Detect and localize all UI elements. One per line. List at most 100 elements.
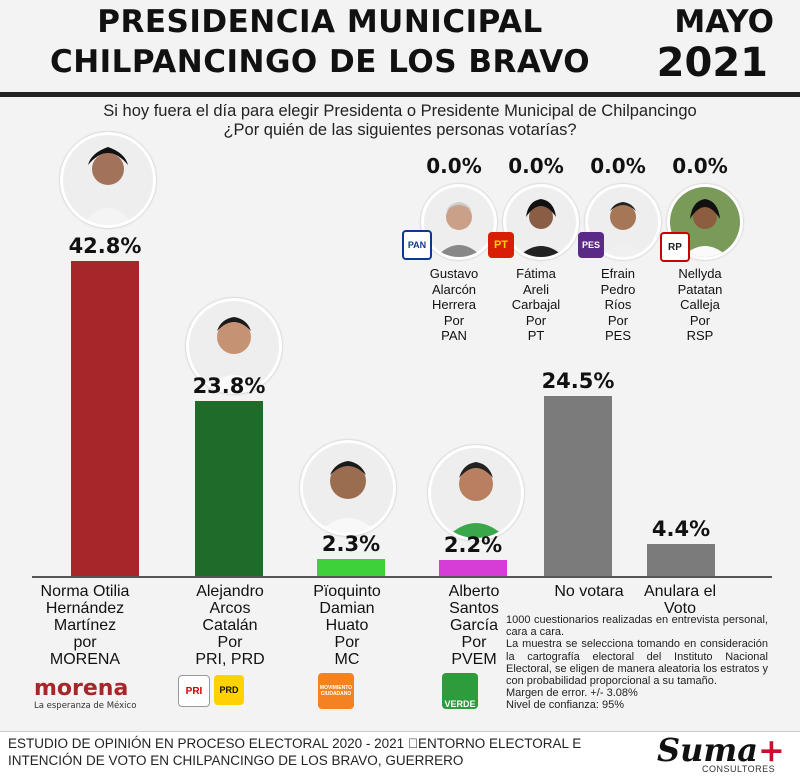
chart-baseline (32, 576, 772, 578)
candidate-photo-icon (300, 440, 396, 536)
bar-value-label: 42.8% (68, 234, 142, 258)
header-rule (0, 92, 800, 97)
pt-percentage: 0.0% (508, 154, 564, 178)
label-line: Ríos (604, 297, 632, 312)
label-line: Gustavo (429, 266, 479, 281)
label-line: Damian (319, 600, 375, 617)
morena-tagline: La esperanza de México (34, 701, 137, 711)
bar-value-label: 4.4% (651, 516, 711, 541)
bar-4 (439, 559, 507, 576)
label-line: Fátima (516, 266, 556, 281)
rsp-percentage: 0.0% (672, 154, 728, 178)
label-line: PVEM (451, 651, 497, 668)
label-line: Catalán (202, 617, 258, 634)
label-line: Patatan (677, 281, 723, 297)
morena-logo: morena La esperanza de México (34, 676, 144, 711)
brand-logo: Suma+ (657, 731, 785, 769)
candidate-photo-icon (428, 445, 524, 541)
label-line: Carbajal (511, 297, 561, 312)
label-anulara: Anulara el Voto (620, 583, 740, 617)
label-line: Anulara el (643, 583, 717, 600)
label-line: Por (217, 634, 243, 651)
bar-value-label: 24.5% (541, 368, 615, 393)
pri-logo: PRI (178, 675, 210, 707)
label-line: Alejandro (196, 583, 264, 600)
candidate-label-pvem: Alberto Santos García Por PVEM (414, 583, 534, 668)
footer-line1: ESTUDIO DE OPINIÓN EN PROCESO ELECTORAL … (8, 736, 582, 751)
pt-candidate-label: Fátima Areli Carbajal Por PT (496, 266, 576, 344)
bar-value-label: 2.2% (443, 532, 503, 557)
label-line: Huato (325, 617, 369, 634)
label-line: Por (334, 634, 360, 651)
question-line1: Si hoy fuera el día para elegir Presiden… (103, 102, 697, 120)
methodology-note: 1000 cuestionarios realizadas en entrevi… (506, 614, 768, 712)
footer-bar (0, 731, 800, 779)
label-line: Alarcón (431, 281, 477, 297)
label-line: RSP (686, 328, 714, 343)
footer-text: ESTUDIO DE OPINIÓN EN PROCESO ELECTORAL … (8, 735, 608, 769)
bar-3 (317, 559, 385, 576)
candidate-label-mc: Pïoquinto Damian Huato Por MC (287, 583, 407, 668)
label-line: Por (443, 312, 465, 328)
label-line: Martínez (53, 617, 117, 634)
rsp-logo: RP (660, 232, 690, 262)
methodology-line: Nivel de confianza: 95% (506, 699, 625, 712)
label-line: García (449, 617, 498, 634)
label-line: Norma Otilia (40, 583, 130, 600)
candidate-photo-icon (421, 184, 497, 260)
candidate-label-pri-prd: Alejandro Arcos Catalán Por PRI, PRD (170, 583, 290, 668)
bar-2 (195, 400, 263, 576)
verde-logo: VERDE (442, 673, 478, 709)
label-line: Santos (449, 600, 499, 617)
methodology-line: 1000 cuestionarios realizadas en entrevi… (506, 614, 768, 639)
label-line: Arcos (209, 600, 251, 617)
label-line: Pïoquinto (313, 583, 381, 600)
title-line1: PRESIDENCIA MUNICIPAL (97, 4, 543, 40)
rsp-candidate-label: Nellyda Patatan Calleja Por RSP (660, 266, 740, 344)
label-line: Efrain (601, 266, 635, 281)
date-year: 2021 (656, 40, 768, 86)
bar-value-label: 23.8% (192, 373, 266, 398)
label-line: por (73, 634, 97, 651)
title-line2: CHILPANCINGO DE LOS BRAVO (49, 44, 591, 80)
label-line: Alberto (448, 583, 500, 600)
methodology-line: La muestra se selecciona tomando en cons… (506, 638, 768, 688)
brand-subtitle: CONSULTORES (702, 764, 776, 774)
label-line: Por (689, 312, 711, 328)
label-line: PRI, PRD (195, 651, 265, 668)
pan-percentage: 0.0% (426, 154, 482, 178)
bar-1 (71, 261, 139, 576)
pes-logo: PES (578, 232, 604, 258)
pan-logo: PAN (402, 230, 432, 260)
bar-value-label: 2.3% (321, 532, 381, 557)
prd-logo: PRD (214, 675, 244, 705)
candidate-photo-icon (186, 298, 282, 394)
label-line: PT (527, 328, 545, 343)
question-line2: ¿Por quién de las siguientes personas vo… (223, 121, 577, 139)
pes-candidate-label: Efrain Pedro Ríos Por PES (578, 266, 658, 344)
candidate-photo-icon (667, 184, 743, 260)
label-line: MORENA (49, 651, 121, 668)
date-month: MAYO (674, 4, 774, 40)
label-line: No votara (554, 583, 624, 600)
candidate-photo-icon (503, 184, 579, 260)
label-no-votara: No votara (529, 583, 649, 600)
label-line: Por (461, 634, 487, 651)
label-line: Herrera (431, 297, 477, 312)
label-line: Areli (522, 281, 549, 297)
pan-candidate-label: Gustavo Alarcón Herrera Por PAN (414, 266, 494, 344)
mc-logo: MOVIMIENTO CIUDADANO (318, 673, 354, 709)
label-line: Por (607, 312, 629, 328)
bar-6 (647, 543, 715, 576)
brand-plus: + (757, 731, 785, 769)
pes-percentage: 0.0% (590, 154, 646, 178)
bar-5 (544, 395, 612, 576)
candidate-label-morena: Norma Otilia Hernández Martínez por MORE… (25, 583, 145, 668)
label-line: PAN (441, 328, 467, 343)
label-line: PES (604, 328, 631, 343)
label-line: Hernández (45, 600, 125, 617)
methodology-line: Margen de error. +/- 3.08% (506, 687, 638, 700)
survey-question: Si hoy fuera el día para elegir Presiden… (0, 102, 800, 140)
label-line: Por (525, 312, 547, 328)
